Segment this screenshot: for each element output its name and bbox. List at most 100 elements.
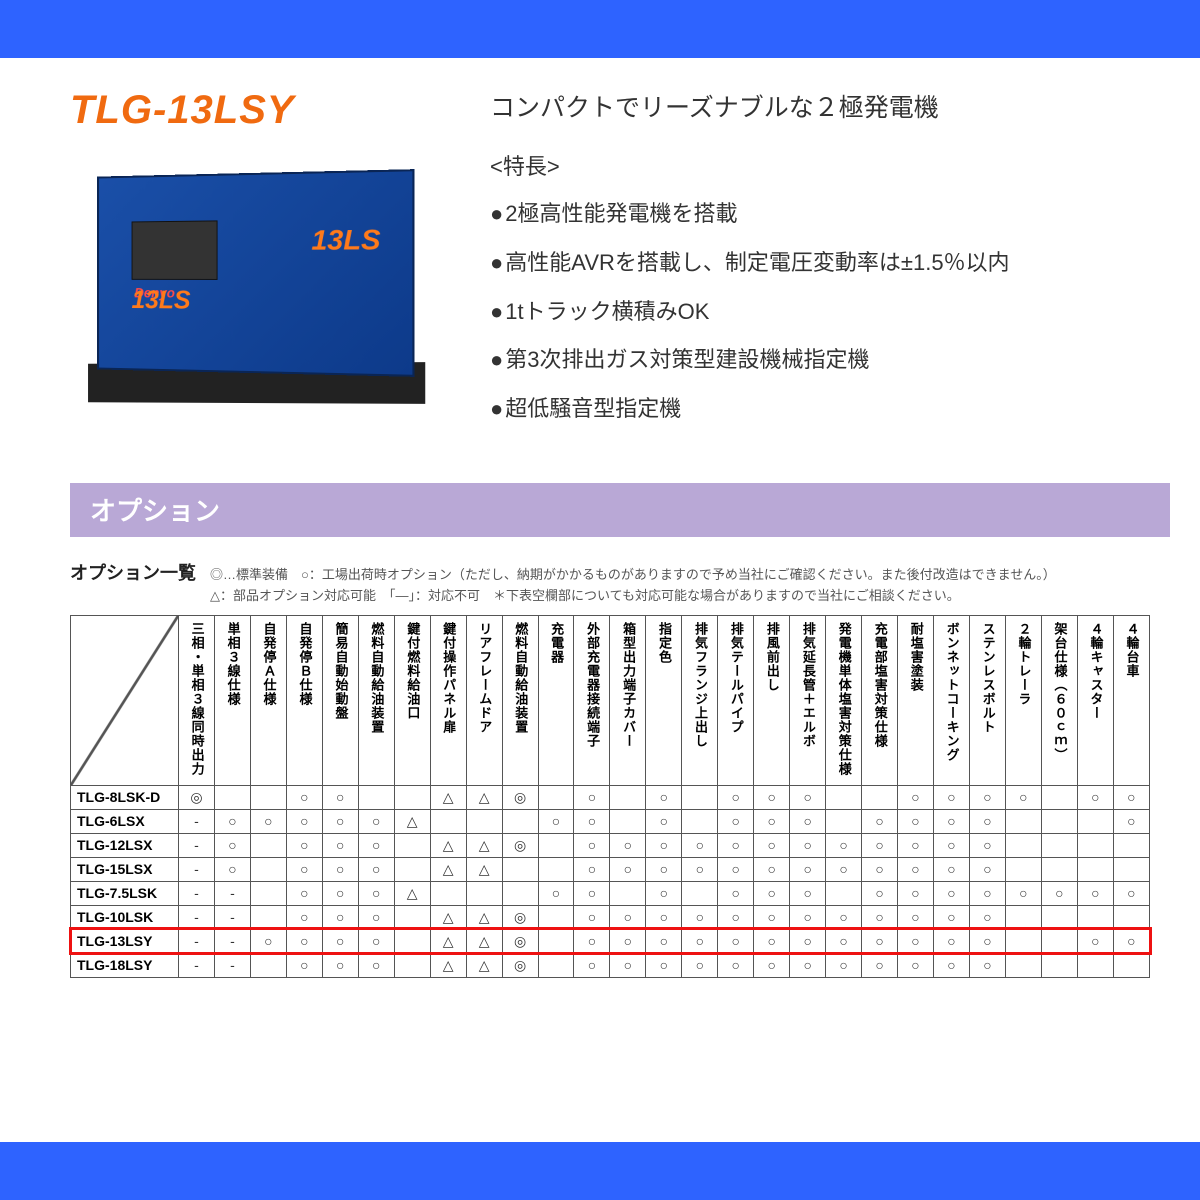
table-cell: ○ <box>790 857 826 881</box>
options-list-title: オプション一覧 <box>70 559 196 585</box>
table-cell: ○ <box>718 953 754 977</box>
table-column-header: ボンネットコーキング <box>934 615 970 785</box>
table-cell: △ <box>394 881 430 905</box>
feature-item: 第3次排出ガス対策型建設機械指定機 <box>490 345 1150 376</box>
table-cell: ○ <box>718 809 754 833</box>
table-cell <box>394 929 430 953</box>
table-row-model: TLG-12LSX <box>71 833 179 857</box>
table-cell <box>502 881 538 905</box>
table-cell: ○ <box>682 953 718 977</box>
table-row-model: TLG-8LSK-D <box>71 785 179 809</box>
table-cell: ○ <box>790 881 826 905</box>
table-cell: ○ <box>1113 929 1149 953</box>
feature-list: 2極高性能発電機を搭載高性能AVRを搭載し、制定電圧変動率は±1.5％以内1tト… <box>490 199 1150 425</box>
table-cell: ○ <box>898 857 934 881</box>
table-column-header: 三相・単相３線同時出力 <box>179 615 215 785</box>
table-cell: ○ <box>718 785 754 809</box>
table-cell <box>682 809 718 833</box>
table-cell: ○ <box>790 785 826 809</box>
table-cell: ○ <box>322 833 358 857</box>
table-column-header: 燃料自動給油装置 <box>358 615 394 785</box>
table-cell: ○ <box>286 785 322 809</box>
table-cell: ○ <box>574 785 610 809</box>
table-cell <box>538 857 574 881</box>
table-cell: ◎ <box>502 953 538 977</box>
table-cell: ○ <box>358 809 394 833</box>
table-cell: ○ <box>826 929 862 953</box>
table-cell: ○ <box>682 833 718 857</box>
table-column-header: 箱型出力端子カバー <box>610 615 646 785</box>
table-cell: ○ <box>574 881 610 905</box>
table-cell <box>610 785 646 809</box>
table-cell <box>682 881 718 905</box>
table-cell: ○ <box>358 953 394 977</box>
table-cell: ○ <box>610 833 646 857</box>
table-cell: ○ <box>934 833 970 857</box>
table-column-header: ２輪トレーラ <box>1005 615 1041 785</box>
table-cell <box>1077 809 1113 833</box>
table-cell <box>394 857 430 881</box>
table-row-model: TLG-18LSY <box>71 953 179 977</box>
table-cell: ◎ <box>502 905 538 929</box>
table-cell: ○ <box>610 953 646 977</box>
feature-item: 高性能AVRを搭載し、制定電圧変動率は±1.5％以内 <box>490 248 1150 279</box>
table-cell: ○ <box>322 905 358 929</box>
table-corner <box>71 615 179 785</box>
table-cell <box>1005 809 1041 833</box>
table-column-header: 排気フランジ上出し <box>682 615 718 785</box>
product-left-column: TLG-13LSY Denyo 13LS 13LS <box>70 88 450 413</box>
table-cell: △ <box>466 953 502 977</box>
table-cell: ○ <box>934 953 970 977</box>
table-cell: ○ <box>214 833 250 857</box>
table-cell: ○ <box>898 929 934 953</box>
table-cell: △ <box>430 785 466 809</box>
table-row: TLG-7.5LSK--○○○△○○○○○○○○○○○○○○ <box>71 881 1150 905</box>
table-cell <box>538 833 574 857</box>
table-cell: △ <box>430 929 466 953</box>
feature-item: 2極高性能発電機を搭載 <box>490 199 1150 230</box>
table-cell <box>826 881 862 905</box>
table-column-header: 耐塩害塗装 <box>898 615 934 785</box>
table-cell: ○ <box>969 905 1005 929</box>
table-cell: - <box>214 905 250 929</box>
table-row: TLG-10LSK--○○○△△◎○○○○○○○○○○○○ <box>71 905 1150 929</box>
table-cell: ○ <box>286 857 322 881</box>
table-cell <box>1041 857 1077 881</box>
table-cell: ○ <box>934 785 970 809</box>
table-cell: ○ <box>322 809 358 833</box>
table-cell: ○ <box>862 953 898 977</box>
table-cell: ○ <box>934 857 970 881</box>
table-column-header: ステンレスボルト <box>969 615 1005 785</box>
table-cell: ○ <box>790 953 826 977</box>
table-cell: ○ <box>610 905 646 929</box>
table-row-model: TLG-13LSY <box>71 929 179 953</box>
table-cell: ○ <box>934 929 970 953</box>
table-cell: ○ <box>286 905 322 929</box>
table-cell: ○ <box>358 905 394 929</box>
table-cell: ○ <box>754 809 790 833</box>
table-cell: ○ <box>646 785 682 809</box>
table-cell <box>1077 857 1113 881</box>
table-cell: ○ <box>646 929 682 953</box>
product-tagline: コンパクトでリーズナブルな２極発電機 <box>490 88 1150 124</box>
table-column-header: 充電部塩害対策仕様 <box>862 615 898 785</box>
table-cell <box>826 785 862 809</box>
table-cell: ○ <box>682 929 718 953</box>
table-cell: ○ <box>934 809 970 833</box>
legend-line-2: △：部品オプション対応可能 「―」：対応不可 ＊下表空欄部についても対応可能な場… <box>210 588 960 603</box>
product-model-title: TLG-13LSY <box>70 88 450 133</box>
table-cell: ○ <box>790 809 826 833</box>
table-column-header: 排気延長管＋エルボ <box>790 615 826 785</box>
table-cell: ○ <box>322 857 358 881</box>
table-cell: ○ <box>1005 881 1041 905</box>
table-column-header: 発電機単体塩害対策仕様 <box>826 615 862 785</box>
table-cell <box>1041 953 1077 977</box>
generator-badge-right: 13LS <box>311 224 380 257</box>
table-cell: ○ <box>754 833 790 857</box>
options-table: 三相・単相３線同時出力単相３線仕様自発停Ａ仕様自発停Ｂ仕様簡易自動始動盤燃料自動… <box>70 615 1150 978</box>
table-cell: ○ <box>898 785 934 809</box>
table-cell <box>1005 833 1041 857</box>
table-cell: ○ <box>754 953 790 977</box>
table-cell: ○ <box>574 809 610 833</box>
table-cell: ○ <box>646 833 682 857</box>
